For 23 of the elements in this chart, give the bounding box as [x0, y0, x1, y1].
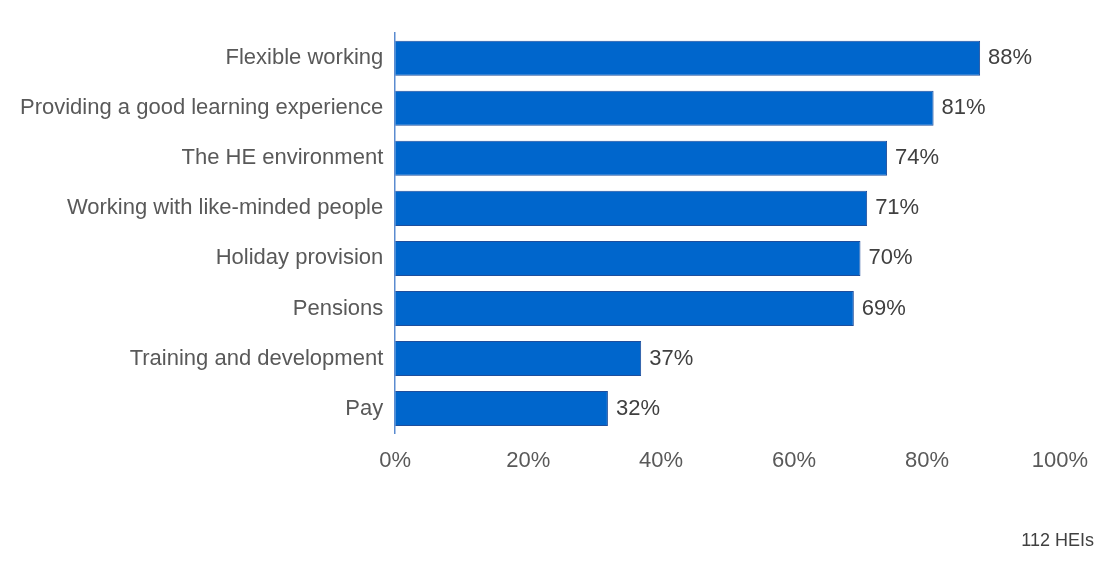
y-tick-label: Providing a good learning experience	[20, 94, 384, 120]
data-label: 74%	[895, 144, 940, 170]
data-label: 32%	[615, 394, 660, 420]
y-tick-label: Working with like-minded people	[66, 194, 384, 220]
data-label: 37%	[649, 344, 694, 370]
data-label: 88%	[988, 44, 1033, 70]
x-tick-label: 80%	[904, 446, 949, 472]
y-tick-label: Pay	[345, 394, 384, 420]
x-tick-label: 0%	[379, 446, 412, 472]
data-label: 70%	[868, 244, 913, 270]
data-label: 69%	[861, 294, 906, 320]
text: 112 HEIs	[1021, 529, 1094, 550]
data-label: 81%	[941, 94, 986, 120]
x-tick-label: 100%	[1031, 446, 1089, 472]
data-label: 71%	[875, 194, 920, 220]
y-tick-label: Training and development	[129, 344, 384, 370]
x-tick-label: 40%	[639, 446, 684, 472]
y-tick-label: Pensions	[292, 294, 384, 320]
y-tick-label: The HE environment	[181, 144, 384, 170]
y-tick-label: Holiday provision	[215, 244, 384, 270]
x-tick-label: 20%	[506, 446, 551, 472]
x-tick-label: 60%	[772, 446, 817, 472]
y-tick-label: Flexible working	[225, 44, 384, 70]
